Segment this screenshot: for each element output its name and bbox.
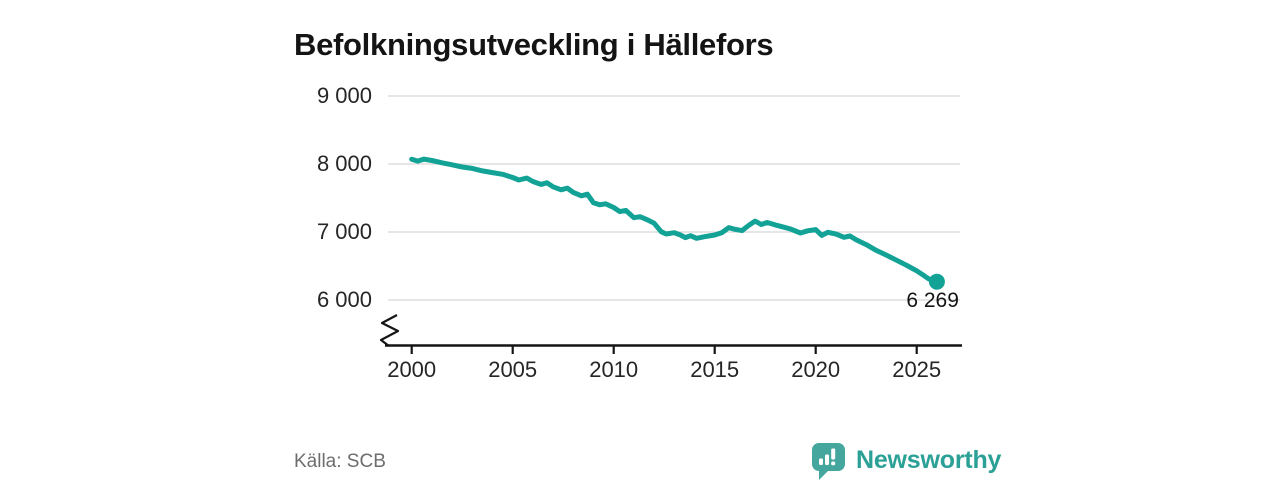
x-axis-tick-label: 2005 xyxy=(488,357,538,382)
y-axis-tick-label: 7 000 xyxy=(316,219,372,244)
newsworthy-logo: Newsworthy xyxy=(810,441,1001,480)
x-axis-tick-label: 2015 xyxy=(690,357,740,382)
endpoint-dot xyxy=(928,273,945,290)
y-axis-tick-label: 8 000 xyxy=(316,151,372,176)
y-axis-break-icon xyxy=(379,314,400,347)
x-axis-tick-label: 2020 xyxy=(791,357,841,382)
newsworthy-wordmark: Newsworthy xyxy=(856,446,1002,474)
x-axis-tick-label: 2025 xyxy=(892,357,942,382)
chart-title: Befolkningsutveckling i Hällefors xyxy=(294,26,774,62)
x-axis-tick-label: 2000 xyxy=(387,357,437,382)
end-value-label: 6 269 xyxy=(906,288,959,312)
population-line xyxy=(409,156,940,285)
y-axis-tick-label: 9 000 xyxy=(316,83,372,108)
y-axis-tick-label: 6 000 xyxy=(316,287,372,312)
source-label: Källa: SCB xyxy=(294,451,386,472)
newsworthy-bars-speech-bubble-icon xyxy=(812,443,845,480)
x-axis-tick-label: 2010 xyxy=(589,357,639,382)
